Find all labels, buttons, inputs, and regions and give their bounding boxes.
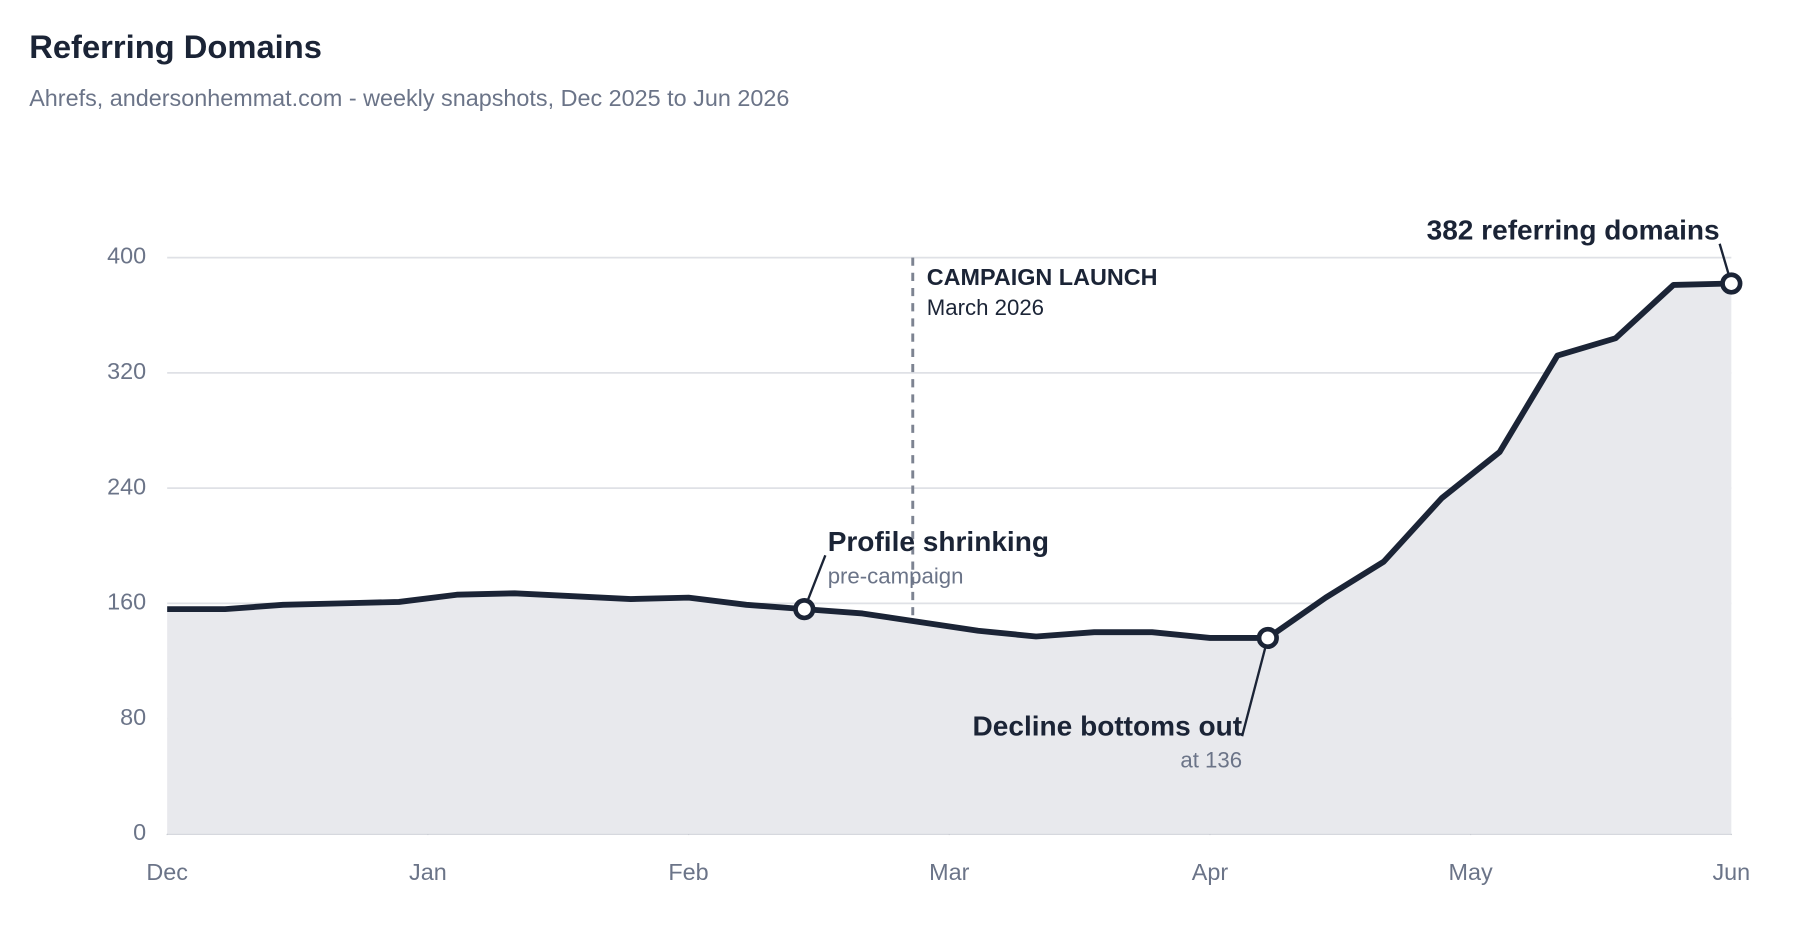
x-tick-label: Apr [1192,859,1229,885]
x-tick-label: Dec [146,859,188,885]
annotation-text: Decline bottoms out [973,710,1243,741]
line [167,280,1732,641]
x-tick-label: Jan [409,859,447,885]
y-tick-label: 0 [133,819,146,845]
x-tick-label: Feb [668,859,708,885]
x-tick-label: Jun [1712,859,1750,885]
event-label: CAMPAIGN LAUNCH [927,264,1158,290]
y-tick-label: 240 [107,473,146,499]
annotation-text: 382 referring domains [1427,214,1720,245]
x-tick-label: Mar [929,859,969,885]
annotation-point [1720,272,1743,295]
annotation-point [1256,626,1279,650]
chart-subtitle: Ahrefs, andersonhemmat.com - weekly snap… [29,85,789,111]
y-tick-label: 80 [120,704,146,730]
event-sublabel: March 2026 [927,295,1044,320]
area [167,283,1732,834]
annotation-subtext: at 136 [1180,748,1242,773]
chart-title: Referring Domains [29,28,322,65]
annotation-point [793,598,816,621]
y-tick-label: 400 [107,243,146,269]
y-tick-label: 320 [107,358,146,384]
annotation-subtext: pre-campaign [828,563,964,588]
annotation-text: Profile shrinking [828,526,1049,557]
x-tick-label: May [1449,859,1493,885]
y-tick-label: 160 [107,589,146,615]
annotation-leader [1240,637,1269,737]
